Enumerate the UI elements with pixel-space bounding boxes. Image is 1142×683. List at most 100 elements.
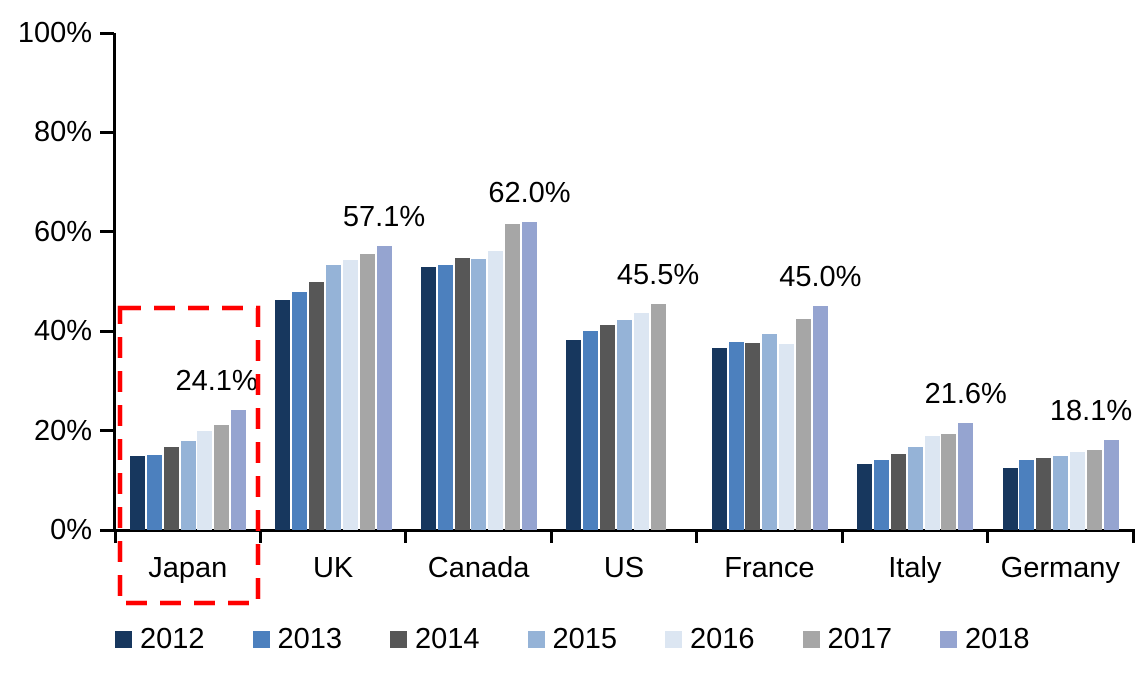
bar-canada-2018 [521,221,537,530]
legend-swatch-2017 [802,631,820,648]
y-axis-tick [100,31,114,35]
bar-us-2013 [583,331,599,530]
bar-france-2018 [812,306,828,530]
bar-uk-2018 [376,246,392,530]
y-axis-tick-label: 40% [33,315,92,348]
x-axis-tick [113,532,117,543]
legend-item-2017: 2017 [802,623,913,655]
x-axis-tick [404,532,408,543]
x-axis-label-canada: Canada [427,552,530,584]
y-axis-tick [100,329,114,333]
bar-germany-2017 [1086,449,1102,530]
legend-item-2018: 2018 [940,623,1050,655]
legend-label-2013: 2013 [277,623,343,655]
legend-item-2014: 2014 [390,624,500,654]
x-axis-tick [258,532,262,543]
data-label-italy: 21.6% [924,377,1007,410]
y-axis-tick-label: 80% [33,116,92,149]
legend-swatch-2016 [665,631,682,648]
y-axis-tick [100,130,114,134]
x-axis-tick [1131,532,1135,543]
bar-japan-2016 [197,430,213,530]
bar-canada-2014 [454,257,470,530]
x-axis-label-italy: Italy [888,552,942,584]
x-axis-label-france: France [724,552,815,584]
legend-item-2015: 2015 [527,623,638,655]
y-axis-tick-label: 0% [50,514,92,546]
legend-swatch-2013 [252,631,270,648]
bar-france-2016 [779,343,795,530]
y-axis-tick [100,230,114,234]
y-axis-tick [100,528,114,532]
bar-japan-2015 [180,440,196,530]
bar-italy-2012 [857,463,873,530]
bar-italy-2018 [958,422,974,530]
bar-japan-2012 [130,456,145,530]
bar-italy-2014 [890,454,906,530]
bar-canada-2013 [437,265,453,530]
bar-france-2012 [711,348,727,530]
bar-germany-2015 [1053,455,1069,530]
data-label-japan: 24.1% [175,365,258,398]
bar-germany-2012 [1002,467,1018,530]
bar-canada-2015 [471,259,487,530]
bar-uk-2017 [359,254,375,530]
x-axis-tick [986,532,990,543]
data-label-canada: 62.0% [488,176,571,209]
legend-swatch-2012 [115,631,132,648]
legend-label-2017: 2017 [827,623,893,655]
bar-us-2014 [599,325,615,530]
legend-item-2013: 2013 [252,623,363,655]
bar-japan-2013 [146,455,162,530]
x-axis-tick [840,532,844,543]
y-axis-tick-label: 100% [17,17,92,49]
x-axis-label-uk: UK [312,552,354,584]
bar-us-2017 [650,303,666,530]
bar-uk-2016 [342,259,358,530]
legend-item-2016: 2016 [665,623,775,655]
bar-france-2014 [745,342,761,530]
bar-italy-2017 [941,434,957,530]
x-axis-label-germany: Germany [1000,552,1120,584]
bar-germany-2018 [1103,440,1119,530]
x-axis-tick [549,532,553,543]
bar-italy-2013 [873,460,889,530]
bar-germany-2013 [1019,459,1035,530]
legend-item-2012: 2012 [115,623,225,655]
data-label-uk: 57.1% [342,201,426,234]
bar-france-2017 [795,319,811,530]
bar-uk-2015 [325,265,341,530]
bar-canada-2012 [420,266,436,530]
bar-germany-2014 [1036,458,1052,530]
bar-japan-2014 [163,447,179,530]
bar-uk-2013 [292,292,308,530]
bar-france-2013 [728,342,744,530]
y-axis-tick-label: 20% [33,414,92,447]
legend-label-2018: 2018 [965,623,1030,655]
legend-label-2012: 2012 [140,623,205,655]
legend-label-2016: 2016 [690,623,755,655]
bar-uk-2014 [309,282,325,530]
bar-italy-2015 [907,447,923,530]
y-axis-tick [100,429,114,433]
bar-italy-2016 [924,435,940,530]
bar-japan-2017 [214,425,230,530]
y-axis-tick-label: 60% [33,215,92,248]
bar-us-2016 [633,312,649,530]
legend-swatch-2014 [390,631,407,648]
data-label-us: 45.5% [616,258,700,291]
legend-swatch-2015 [527,631,545,648]
bar-canada-2017 [505,223,521,530]
data-label-germany: 18.1% [1049,395,1133,428]
legend-swatch-2018 [940,631,957,648]
y-axis-line [113,33,116,532]
legend-label-2015: 2015 [552,623,618,655]
data-label-france: 45.0% [779,261,862,294]
x-axis-line [112,528,1135,532]
x-axis-label-japan: Japan [148,552,228,584]
bar-france-2015 [762,333,778,530]
bar-canada-2016 [488,251,504,530]
bar-germany-2016 [1069,452,1085,530]
